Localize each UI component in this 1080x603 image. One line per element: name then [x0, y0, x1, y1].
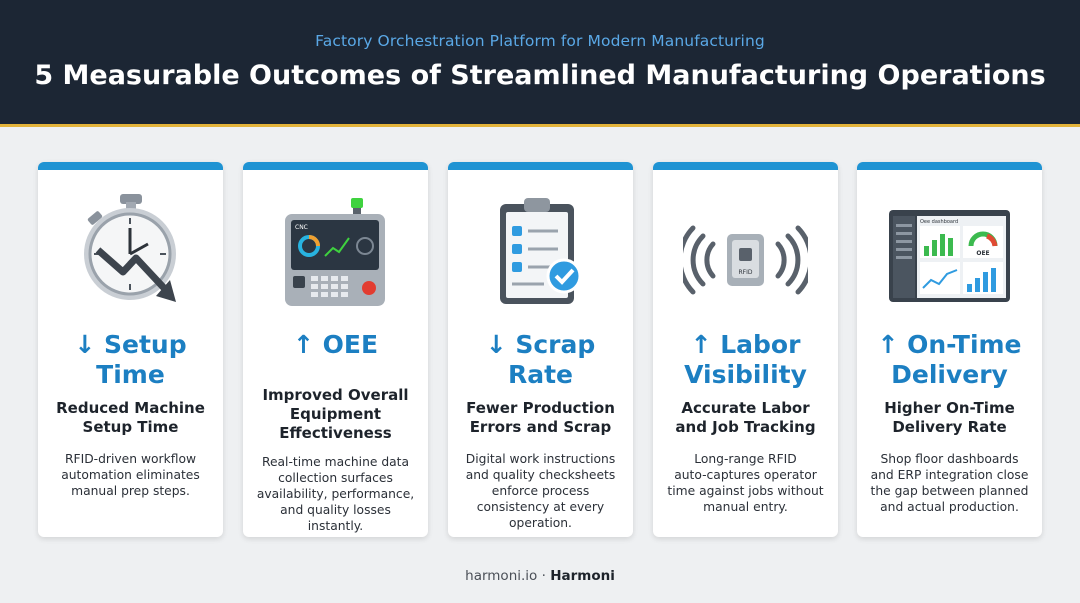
footer-brand: Harmoni — [550, 568, 615, 584]
page-header: Factory Orchestration Platform for Moder… — [0, 0, 1080, 127]
svg-text:Oee dashboard: Oee dashboard — [920, 219, 958, 225]
metric-label: ↑ OEE — [292, 330, 379, 359]
outcome-card-oee: CNC ↑ OEE Improved Overall Equipment Effec… — [243, 162, 428, 537]
stopwatch-down-arrow-icon — [84, 194, 176, 302]
card-heading: Accurate Labor and Job Tracking — [675, 399, 816, 436]
metric-label: ↓ Setup Time — [74, 330, 187, 389]
footer-site: harmoni.io — [465, 568, 538, 584]
outcome-card-setup-time: ↓ Setup Time Reduced Machine Setup Time RF… — [38, 162, 223, 537]
svg-text:CNC: CNC — [295, 224, 308, 231]
card-description: Shop floor dashboards and ERP integration… — [870, 452, 1029, 514]
svg-text:OEE: OEE — [976, 250, 989, 257]
metric-label: ↑ Labor Visibility — [684, 330, 807, 389]
card-description: Long-range RFID auto-captures operator tim… — [667, 452, 824, 514]
cnc-control-panel-icon: CNC — [285, 198, 385, 306]
card-description: Digital work instructions and quality che… — [465, 452, 616, 530]
svg-text:RFID: RFID — [738, 269, 752, 276]
card-description: Real-time machine data collection surface… — [256, 455, 415, 533]
page-title: 5 Measurable Outcomes of Streamlined Man… — [34, 60, 1046, 91]
metric-label: ↑ On-Time Delivery — [877, 330, 1022, 389]
page-subtitle: Factory Orchestration Platform for Moder… — [315, 32, 765, 50]
outcome-card-labor-visibility: RFID ↑ Labor Visibility Accurate Labor and… — [653, 162, 838, 537]
card-heading: Fewer Production Errors and Scrap — [466, 399, 615, 436]
rfid-tag-signal-icon: RFID — [683, 225, 808, 295]
footer-separator: · — [537, 568, 551, 584]
card-heading: Higher On-Time Delivery Rate — [884, 399, 1015, 436]
outcome-card-scrap-rate: ↓ Scrap Rate Fewer Production Errors and S… — [448, 162, 633, 537]
card-heading: Improved Overall Equipment Effectiveness — [262, 386, 409, 442]
footer: harmoni.io · Harmoni — [0, 568, 1080, 584]
outcome-card-on-time-delivery: Oee dashboard OEE ↑ On-Time Delivery High… — [857, 162, 1042, 537]
metric-label: ↓ Scrap Rate — [485, 330, 596, 389]
card-description: RFID-driven workflow automation eliminate… — [61, 452, 200, 498]
clipboard-checklist-icon — [500, 198, 582, 304]
dashboard-screen-icon: Oee dashboard OEE — [889, 210, 1010, 302]
card-heading: Reduced Machine Setup Time — [56, 399, 205, 436]
